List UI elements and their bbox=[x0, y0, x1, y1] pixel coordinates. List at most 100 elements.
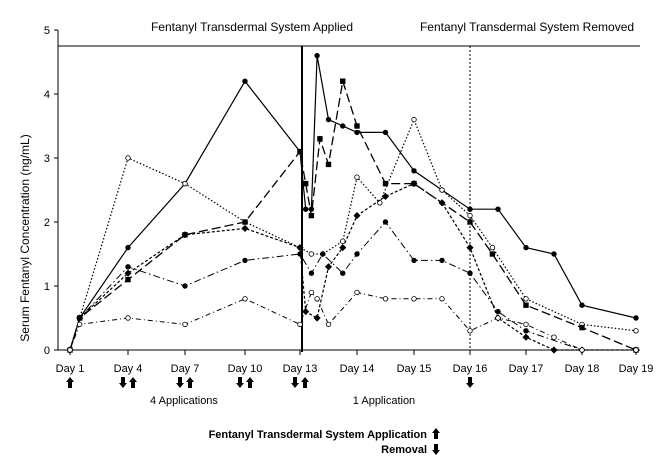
series-3-point bbox=[308, 212, 315, 219]
dosing-arrows bbox=[66, 377, 474, 388]
series-6-point bbox=[314, 296, 320, 302]
series-4-point bbox=[411, 257, 417, 264]
series-1-point bbox=[495, 206, 501, 212]
y-tick-label-5: 5 bbox=[44, 25, 50, 37]
series-1-point bbox=[308, 206, 315, 212]
series-3-point bbox=[297, 148, 303, 155]
series-1-point bbox=[325, 116, 332, 123]
series-5-point bbox=[76, 314, 84, 322]
series-3-point bbox=[340, 78, 346, 84]
series-2-point bbox=[308, 251, 315, 257]
series-4-point bbox=[382, 219, 389, 225]
series-1-point bbox=[411, 168, 417, 174]
removal-arrow-icon bbox=[119, 377, 127, 388]
x-tick-label-day-7: Day 7 bbox=[171, 363, 200, 375]
series-6 bbox=[67, 289, 639, 353]
series-5 bbox=[66, 180, 640, 354]
legend-application-text: Fentanyl Transdermal System Application bbox=[209, 429, 428, 441]
x-tick-label-day-14: Day 14 bbox=[340, 363, 375, 375]
series-5-point bbox=[296, 244, 304, 252]
x-tick-label-day-13: Day 13 bbox=[283, 363, 318, 375]
series-6-point bbox=[242, 296, 248, 302]
series-layer bbox=[66, 52, 640, 354]
series-5-line bbox=[69, 182, 636, 351]
series-1-point bbox=[354, 129, 360, 136]
x-tick-label-day-4: Day 4 bbox=[114, 363, 143, 375]
series-3-point bbox=[125, 276, 131, 283]
series-4-point bbox=[495, 308, 501, 315]
x-tick-label-day-18: Day 18 bbox=[565, 363, 600, 375]
series-6-point bbox=[308, 289, 315, 296]
series-1 bbox=[67, 52, 639, 353]
series-1-point bbox=[579, 302, 585, 308]
x-tick-label-day-17: Day 17 bbox=[509, 363, 544, 375]
one-application-label: 1 Application bbox=[353, 395, 415, 407]
series-3-line bbox=[69, 81, 637, 351]
series-3-point bbox=[317, 136, 323, 142]
series-6-point bbox=[579, 347, 585, 353]
series-1-point bbox=[242, 78, 248, 84]
series-2-point bbox=[523, 296, 529, 302]
x-tick-label-day-15: Day 15 bbox=[397, 363, 432, 375]
arrow-legend: Fentanyl Transdermal System Application … bbox=[209, 428, 440, 456]
x-tick-label-day-10: Day 10 bbox=[228, 363, 263, 375]
application-arrow-icon bbox=[186, 377, 194, 388]
series-2-point bbox=[125, 155, 131, 161]
x-tick-label-day-1: Day 1 bbox=[56, 363, 85, 375]
x-ticks: Day 1 Day 4 Day 7 Day 10 Day 13 Day 14 Day 15 D… bbox=[56, 350, 654, 375]
series-6-point bbox=[297, 321, 303, 328]
series-6-point bbox=[551, 334, 557, 340]
series-4-point bbox=[125, 264, 131, 270]
series-5-point bbox=[181, 231, 189, 239]
legend-application-arrow-icon bbox=[432, 428, 440, 439]
series-4-point bbox=[308, 270, 315, 276]
series-5-point bbox=[313, 314, 321, 322]
removal-arrow-icon bbox=[291, 377, 299, 388]
series-4-point bbox=[467, 270, 473, 276]
series-1-point bbox=[523, 244, 529, 251]
series-1-point bbox=[382, 129, 389, 136]
series-4-line bbox=[69, 221, 636, 351]
removed-title: Fentanyl Transdermal System Removed bbox=[420, 20, 634, 34]
series-6-point bbox=[633, 347, 639, 353]
y-tick-label-1: 1 bbox=[44, 281, 50, 293]
series-1-point bbox=[314, 52, 320, 59]
series-3-point bbox=[242, 219, 248, 225]
removal-arrow-icon bbox=[176, 377, 184, 388]
x-tick-label-day-19: Day 19 bbox=[619, 363, 654, 375]
series-6-point bbox=[76, 321, 83, 328]
series-3-point bbox=[354, 123, 360, 129]
series-3-point bbox=[382, 180, 389, 187]
legend-removal-arrow-icon bbox=[432, 444, 440, 455]
series-1-point bbox=[633, 315, 639, 321]
series-2-point bbox=[467, 212, 473, 219]
series-6-point bbox=[495, 315, 501, 321]
series-2-point bbox=[182, 180, 188, 187]
series-2-point bbox=[633, 328, 639, 334]
series-2-point bbox=[411, 116, 417, 123]
series-4-point bbox=[340, 270, 346, 276]
y-tick-label-4: 4 bbox=[44, 89, 50, 101]
series-5-point bbox=[302, 308, 310, 316]
series-1-point bbox=[340, 123, 346, 129]
series-6-point bbox=[411, 296, 417, 302]
series-3-point bbox=[302, 180, 309, 187]
series-2 bbox=[67, 116, 639, 353]
series-5-point bbox=[381, 192, 390, 200]
four-applications-label: 4 Applications bbox=[150, 395, 218, 407]
series-6-line bbox=[69, 291, 636, 351]
series-3-point bbox=[489, 251, 496, 257]
applied-title: Fentanyl Transdermal System Applied bbox=[151, 20, 353, 34]
series-2-point bbox=[489, 244, 496, 251]
series-4-point bbox=[242, 257, 248, 264]
removal-arrow-icon bbox=[236, 377, 244, 388]
series-3-point bbox=[325, 161, 332, 168]
series-5-point bbox=[410, 180, 418, 188]
series-1-point bbox=[125, 244, 131, 251]
application-arrow-icon bbox=[301, 377, 309, 388]
series-6-point bbox=[67, 347, 73, 353]
series-4-point bbox=[354, 251, 360, 257]
series-5-point bbox=[324, 263, 333, 271]
y-axis-label: Serum Fentanyl Concentration (ng/mL) bbox=[18, 134, 32, 341]
